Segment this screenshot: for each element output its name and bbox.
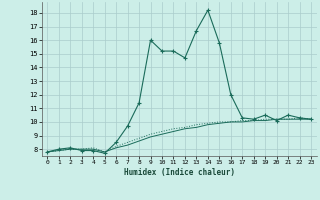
X-axis label: Humidex (Indice chaleur): Humidex (Indice chaleur) [124,168,235,177]
